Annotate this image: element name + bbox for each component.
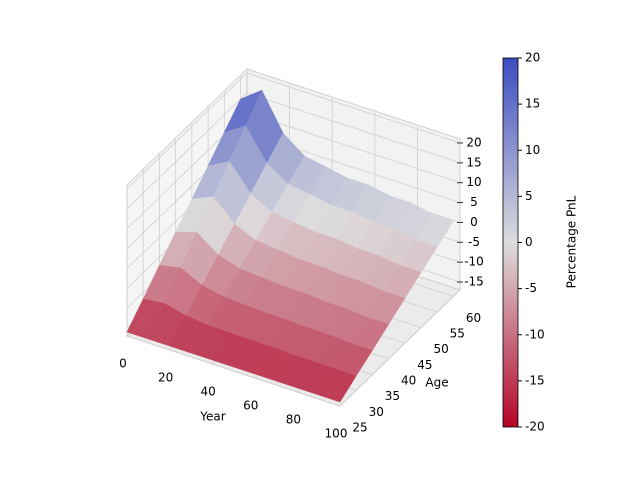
y-tick-label: 60 [466, 311, 481, 325]
y-tick-label: 25 [352, 421, 367, 435]
y-tick-label: 55 [450, 326, 465, 340]
colorbar-tick-label: 20 [525, 51, 540, 65]
colorbar-label: Percentage PnL [565, 195, 579, 288]
y-tick-label: 45 [417, 358, 432, 372]
y-tick-label: 40 [401, 373, 416, 387]
z-tick-label: -15 [464, 275, 484, 289]
colorbar-tick-label: -10 [525, 327, 545, 341]
grid-line [246, 112, 461, 184]
colorbar-tick-label: -5 [525, 281, 537, 295]
colorbar-tick-label: 0 [525, 235, 533, 249]
colorbar-tick-label: 15 [525, 97, 540, 111]
x-tick-label: 60 [243, 399, 258, 413]
grid-line [126, 92, 248, 210]
z-tick-label: -10 [464, 255, 484, 269]
x-tick-label: 40 [201, 385, 216, 399]
colorbar [502, 57, 519, 428]
colorbar-tick-label: -20 [525, 420, 545, 434]
y-axis-label: Age [425, 376, 448, 390]
x-axis-label: Year [199, 410, 225, 424]
grid-line [339, 289, 461, 407]
z-tick-label: -5 [468, 235, 480, 249]
grid-line [246, 72, 461, 144]
z-tick-label: 10 [466, 175, 481, 189]
x-tick-label: 80 [286, 413, 301, 427]
colorbar-tick-label: 5 [525, 189, 533, 203]
z-tick-label: 0 [470, 215, 478, 229]
colorbar-tick-label: 10 [525, 143, 540, 157]
z-tick-label: 15 [466, 155, 481, 169]
y-tick-label: 30 [369, 405, 384, 419]
colorbar-tick-label: -15 [525, 373, 545, 387]
surface [126, 89, 454, 403]
grid-line [246, 92, 461, 164]
grid-line [126, 335, 341, 407]
surface-patch [318, 368, 357, 403]
x-tick-label: 0 [119, 357, 127, 371]
y-tick-label: 35 [385, 389, 400, 403]
grid-line [126, 72, 248, 190]
z-tick-label: 20 [466, 135, 481, 149]
z-tick-label: 5 [470, 195, 478, 209]
y-tick-label: 50 [433, 342, 448, 356]
x-tick-label: 100 [325, 427, 348, 441]
x-tick-label: 20 [158, 371, 173, 385]
